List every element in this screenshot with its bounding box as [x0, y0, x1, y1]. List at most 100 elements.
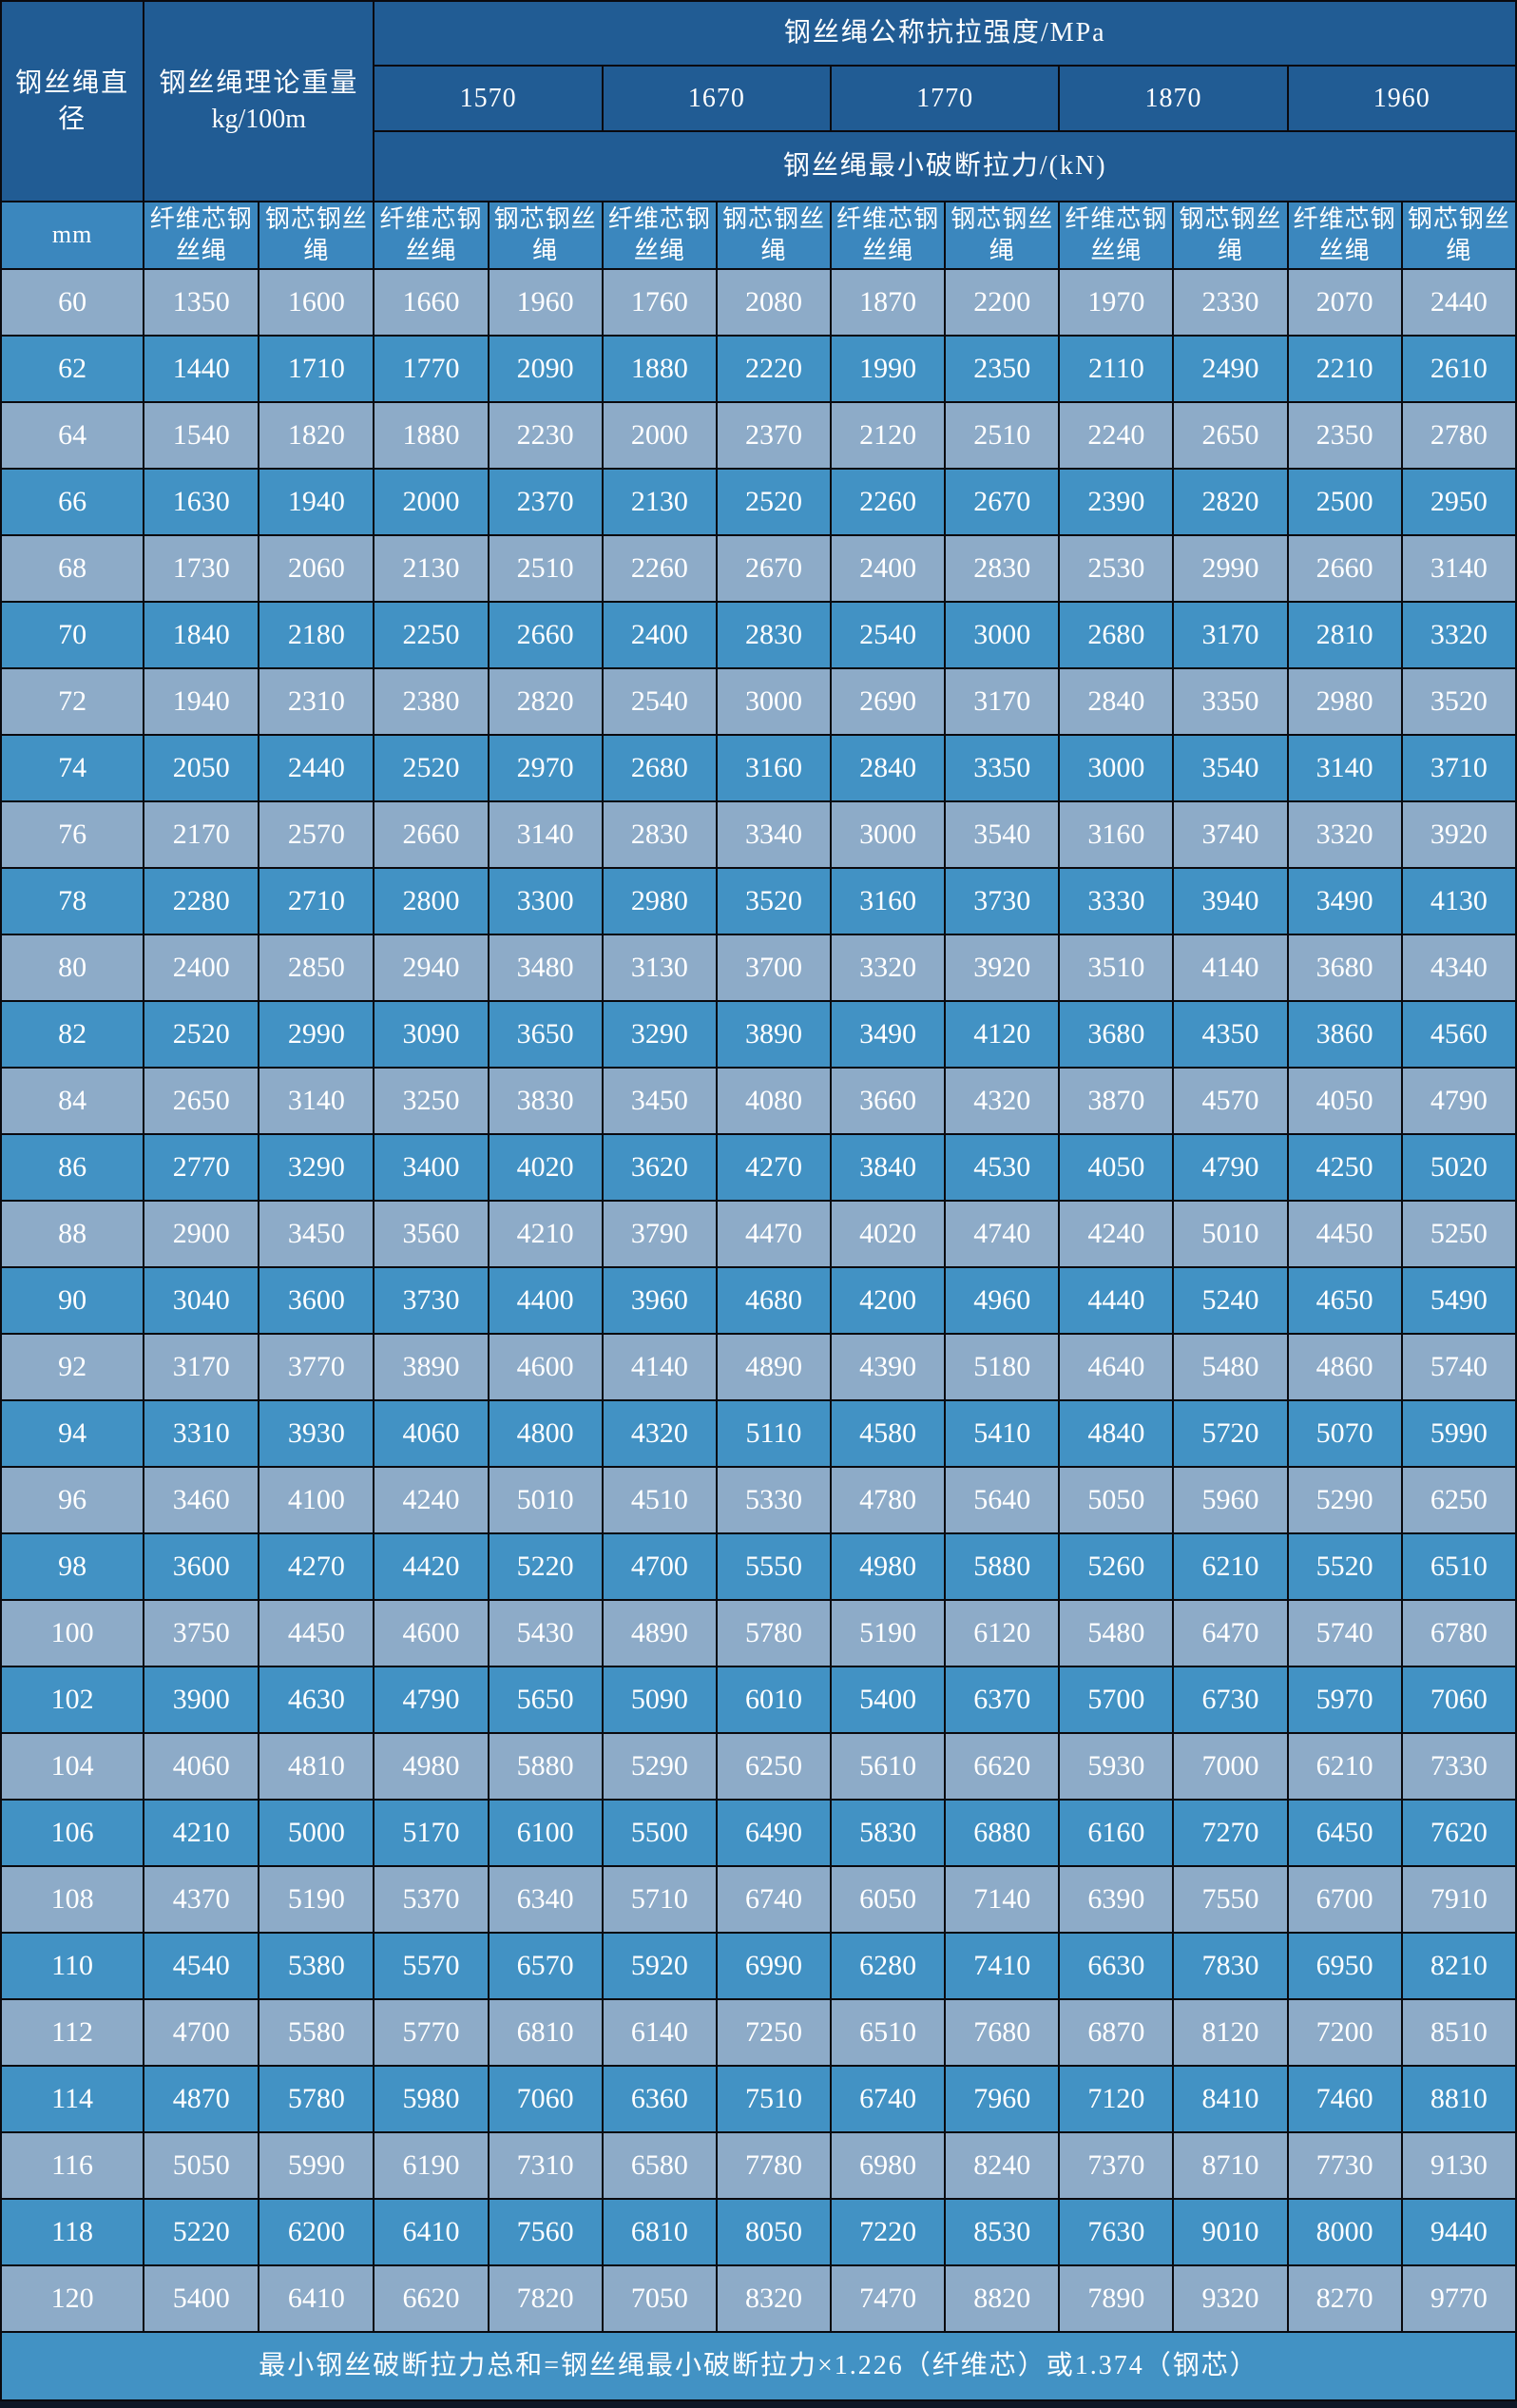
breaking-force-cell: 5480: [1058, 1599, 1175, 1667]
breaking-force-cell: 2240: [1058, 401, 1175, 470]
breaking-force-cell: 6050: [830, 1865, 947, 1934]
breaking-force-cell: 8240: [944, 2131, 1061, 2200]
breaking-force-cell: 4120: [944, 1000, 1061, 1069]
breaking-force-cell: 4320: [944, 1067, 1061, 1135]
table-row: 70 1840 2180 2250 2660 2400 2830 2540 3000 2680 31…: [0, 601, 1517, 669]
breaking-force-cell: 2000: [373, 468, 490, 536]
breaking-force-cell: 2840: [830, 734, 947, 802]
breaking-force-cell: 2800: [373, 867, 490, 935]
breaking-force-cell: 5880: [487, 1732, 604, 1801]
breaking-force-cell: 5610: [830, 1732, 947, 1801]
weight-header-line2: kg/100m: [211, 104, 307, 134]
breaking-force-cell: 4740: [944, 1200, 1061, 1268]
breaking-force-cell: 7780: [715, 2131, 833, 2200]
diameter-cell: 90: [0, 1266, 145, 1335]
breaking-force-cell: 3680: [1058, 1000, 1175, 1069]
bottom-border-strip: [0, 2401, 1517, 2408]
breaking-force-cell: 1870: [830, 268, 947, 337]
breaking-force-cell: 6780: [1400, 1599, 1517, 1667]
breaking-force-cell: 7120: [1058, 2065, 1175, 2133]
breaking-force-cell: 1960: [487, 268, 604, 337]
breaking-force-cell: 6450: [1286, 1799, 1403, 1867]
breaking-force-cell: 2650: [143, 1067, 260, 1135]
table-row: 86 2770 3290 3400 4020 3620 4270 3840 4530 4050 47…: [0, 1133, 1517, 1202]
breaking-force-cell: 6570: [487, 1932, 604, 2000]
breaking-force-cell: 3250: [373, 1067, 490, 1135]
weight-header: 钢丝绳理论重量 kg/100m: [143, 0, 375, 202]
breaking-force-cell: 4080: [715, 1067, 833, 1135]
breaking-force-cell: 1540: [143, 401, 260, 470]
breaking-force-cell: 3400: [373, 1133, 490, 1202]
breaking-force-cell: 3960: [601, 1266, 718, 1335]
table-row: 74 2050 2440 2520 2970 2680 3160 2840 3350 3000 35…: [0, 734, 1517, 802]
breaking-force-cell: 3930: [258, 1399, 375, 1468]
breaking-force-cell: 2110: [1058, 335, 1175, 403]
breaking-force-cell: 3940: [1172, 867, 1289, 935]
breaking-force-header: 钢丝绳最小破断拉力/(kN): [373, 130, 1517, 202]
breaking-force-cell: 2710: [258, 867, 375, 935]
breaking-force-cell: 2210: [1286, 335, 1403, 403]
diameter-cell: 82: [0, 1000, 145, 1069]
breaking-force-cell: 1940: [258, 468, 375, 536]
steel-core-header: 钢芯钢丝绳: [944, 201, 1061, 270]
breaking-force-cell: 2540: [601, 667, 718, 736]
breaking-force-cell: 5740: [1286, 1599, 1403, 1667]
breaking-force-cell: 4800: [487, 1399, 604, 1468]
breaking-force-cell: 8270: [1286, 2264, 1403, 2333]
breaking-force-cell: 5740: [1400, 1333, 1517, 1401]
breaking-force-cell: 6510: [1400, 1532, 1517, 1601]
breaking-force-cell: 2830: [601, 800, 718, 869]
breaking-force-cell: 2440: [1400, 268, 1517, 337]
weight-header-line1: 钢丝绳理论重量: [159, 67, 359, 98]
breaking-force-cell: 8000: [1286, 2198, 1403, 2266]
breaking-force-cell: 5970: [1286, 1666, 1403, 1734]
breaking-force-cell: 2810: [1286, 601, 1403, 669]
breaking-force-cell: 2680: [1058, 601, 1175, 669]
breaking-force-cell: 3890: [373, 1333, 490, 1401]
breaking-force-cell: 4250: [1286, 1133, 1403, 1202]
breaking-force-cell: 7620: [1400, 1799, 1517, 1867]
breaking-force-cell: 2980: [601, 867, 718, 935]
breaking-force-cell: 3450: [258, 1200, 375, 1268]
table-row: 114 4870 5780 5980 7060 6360 7510 6740 7960 7120 8…: [0, 2065, 1517, 2133]
breaking-force-cell: 6280: [830, 1932, 947, 2000]
breaking-force-cell: 3320: [830, 934, 947, 1002]
breaking-force-cell: 5250: [1400, 1200, 1517, 1268]
breaking-force-cell: 4540: [143, 1932, 260, 2000]
breaking-force-cell: 4440: [1058, 1266, 1175, 1335]
breaking-force-cell: 4870: [143, 2065, 260, 2133]
diameter-cell: 112: [0, 1998, 145, 2067]
breaking-force-cell: 4890: [601, 1599, 718, 1667]
breaking-force-cell: 3290: [601, 1000, 718, 1069]
breaking-force-cell: 5290: [1286, 1466, 1403, 1534]
diameter-cell: 106: [0, 1799, 145, 1867]
breaking-force-cell: 7680: [944, 1998, 1061, 2067]
breaking-force-cell: 7550: [1172, 1865, 1289, 1934]
diameter-cell: 62: [0, 335, 145, 403]
breaking-force-cell: 3520: [1400, 667, 1517, 736]
breaking-force-cell: 4020: [487, 1133, 604, 1202]
breaking-force-cell: 1880: [373, 401, 490, 470]
diameter-cell: 98: [0, 1532, 145, 1601]
breaking-force-cell: 2330: [1172, 268, 1289, 337]
breaking-force-cell: 6620: [944, 1732, 1061, 1801]
breaking-force-cell: 3920: [944, 934, 1061, 1002]
breaking-force-cell: 5110: [715, 1399, 833, 1468]
breaking-force-cell: 8530: [944, 2198, 1061, 2266]
breaking-force-cell: 5410: [944, 1399, 1061, 1468]
breaking-force-cell: 4060: [373, 1399, 490, 1468]
breaking-force-cell: 3130: [601, 934, 718, 1002]
strength-value: 1960: [1286, 65, 1517, 132]
strength-value: 1570: [373, 65, 604, 132]
breaking-force-cell: 2200: [944, 268, 1061, 337]
breaking-force-cell: 4700: [601, 1532, 718, 1601]
breaking-force-cell: 4640: [1058, 1333, 1175, 1401]
breaking-force-cell: 6580: [601, 2131, 718, 2200]
breaking-force-cell: 1990: [830, 335, 947, 403]
breaking-force-cell: 5000: [258, 1799, 375, 1867]
breaking-force-cell: 6510: [830, 1998, 947, 2067]
breaking-force-cell: 5190: [258, 1865, 375, 1934]
breaking-force-cell: 8320: [715, 2264, 833, 2333]
fiber-core-header: 纤维芯钢丝绳: [143, 201, 260, 270]
breaking-force-cell: 6880: [944, 1799, 1061, 1867]
